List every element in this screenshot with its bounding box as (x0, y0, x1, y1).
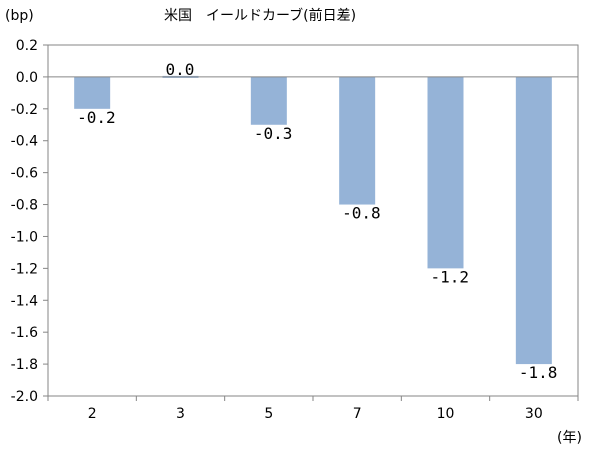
y-tick-label: -1.2 (11, 261, 38, 277)
x-axis: 2 3 5 7 10 30 (47, 396, 579, 422)
x-tick-label: 7 (353, 406, 362, 422)
data-label-30: -1.8 (519, 363, 558, 382)
x-tick-label: 30 (525, 406, 543, 422)
y-tick-label: -0.2 (11, 102, 38, 118)
data-label-3: 0.0 (166, 60, 195, 79)
x-tick-label: 5 (264, 406, 273, 422)
bar-7 (339, 76, 376, 205)
bar-10 (427, 76, 464, 269)
bar-30 (515, 76, 552, 365)
y-tick-label: -1.6 (11, 325, 38, 341)
data-label-2: -0.2 (77, 108, 116, 127)
y-tick-label: 0.2 (16, 38, 38, 54)
data-labels: -0.2 0.0 -0.3 -0.8 -1.2 -1.8 (77, 60, 557, 382)
chart-title: 米国 イールドカーブ(前日差) (164, 7, 356, 24)
bar-5 (250, 76, 287, 125)
bar-2 (74, 76, 111, 109)
y-tick-label: -2.0 (11, 389, 38, 405)
data-label-5: -0.3 (254, 124, 293, 143)
y-tick-label: -1.0 (11, 229, 38, 245)
data-label-7: -0.8 (342, 204, 381, 223)
data-label-10: -1.2 (431, 267, 470, 286)
x-tick-label: 2 (88, 406, 97, 422)
bar-series (74, 75, 552, 365)
y-tick-label: -0.6 (11, 166, 38, 182)
x-tick-label: 10 (437, 406, 455, 422)
y-tick-label: -1.8 (11, 357, 38, 373)
y-tick-label: -0.8 (11, 198, 38, 214)
plot-area (47, 44, 579, 397)
y-tick-label: 0.0 (16, 70, 38, 86)
x-axis-unit-label: (年) (557, 430, 582, 446)
x-tick-label: 3 (176, 406, 185, 422)
y-axis-unit-label: (bp) (5, 8, 34, 24)
y-tick-label: -0.4 (11, 134, 38, 150)
y-axis: 0.2 0.0 -0.2 -0.4 -0.6 -0.8 -1.0 -1.2 -1.4 -1.6 -1… (11, 38, 48, 405)
y-tick-label: -1.4 (11, 293, 38, 309)
